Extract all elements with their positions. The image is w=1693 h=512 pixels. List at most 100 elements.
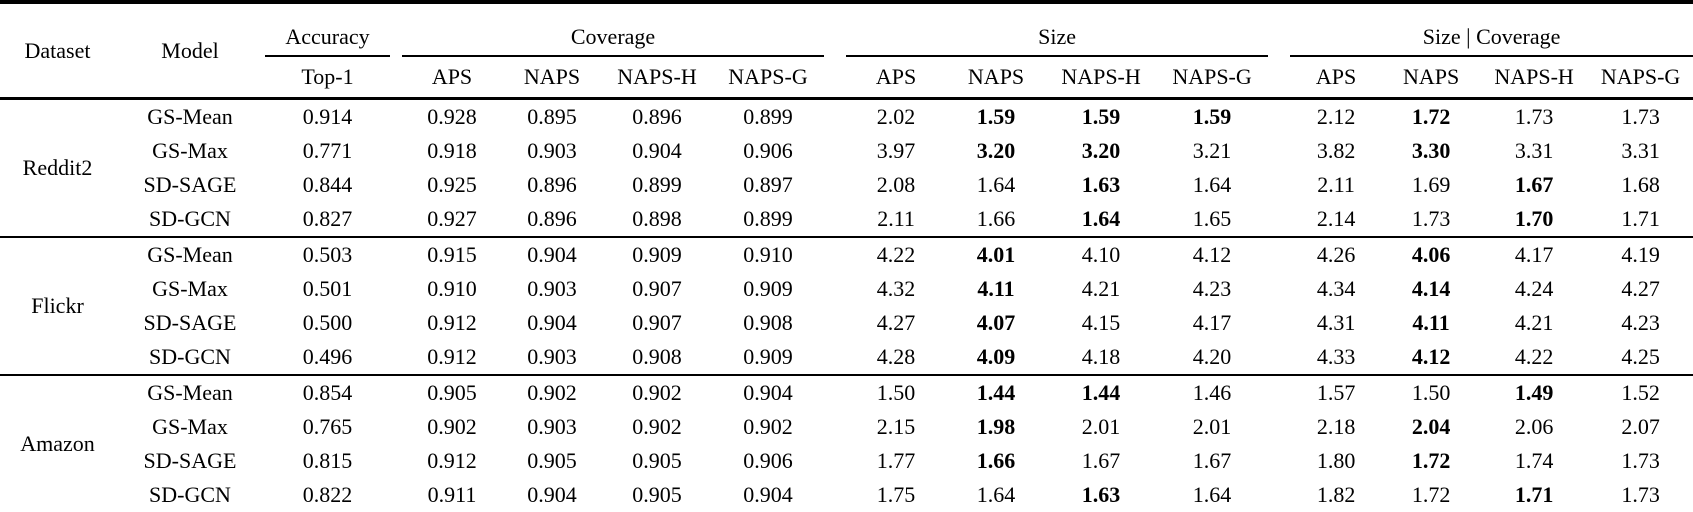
table-row: SD-GCN 0.827 0.927 0.896 0.898 0.899 2.11 1.66 1… (0, 202, 1693, 237)
value-cell: 0.904 (743, 482, 793, 507)
value-cell: 1.73 (1621, 104, 1660, 129)
value-cell: 0.904 (712, 374, 825, 410)
column-spacer (824, 410, 846, 444)
col-header-model: Model (115, 2, 265, 100)
value-cell: 2.07 (1621, 414, 1660, 439)
value-cell: 3.31 (1514, 138, 1554, 163)
model-cell: SD-GCN (149, 206, 231, 231)
value-cell: 0.918 (427, 138, 477, 163)
value-cell: 2.18 (1316, 414, 1356, 439)
table-row: Flickr GS-Mean 0.503 0.915 0.904 0.909 0.910 4.… (0, 236, 1693, 375)
value-cell: 2.04 (1411, 414, 1451, 439)
col-header-coverage-aps: APS (402, 56, 502, 100)
value-cell: 4.24 (1514, 276, 1554, 301)
table-row: Amazon GS-Mean 0.854 0.905 0.902 0.902 0.904 1.… (0, 374, 1693, 512)
header-gap (824, 2, 846, 56)
table-row: SD-GCN 0.822 0.911 0.904 0.905 0.904 1.75 1.64 1… (0, 478, 1693, 512)
column-spacer (1268, 272, 1290, 306)
column-spacer (390, 202, 402, 237)
col-header-sc-naps: NAPS (1382, 56, 1481, 100)
header-gap (390, 2, 402, 56)
model-cell: SD-SAGE (143, 310, 237, 335)
value-cell: 1.69 (1411, 172, 1451, 197)
column-spacer (1268, 444, 1290, 478)
value-cell: 1.59 (976, 104, 1016, 129)
dataset-cell: Reddit2 (22, 155, 93, 180)
model-cell: SD-SAGE (143, 448, 237, 473)
column-spacer (824, 340, 846, 375)
value-cell: 0.907 (632, 276, 682, 301)
value-cell: 1.44 (946, 374, 1047, 410)
value-cell: 4.22 (1514, 344, 1554, 369)
group-header-size: Size (846, 2, 1269, 57)
value-cell: 0.910 (712, 236, 825, 272)
value-cell: 0.896 (527, 172, 577, 197)
value-cell: 1.63 (1081, 482, 1121, 507)
column-spacer (390, 99, 402, 135)
value-cell: 1.82 (1316, 482, 1356, 507)
value-cell: 4.14 (1411, 276, 1451, 301)
value-cell: 0.896 (527, 206, 577, 231)
value-cell: 4.10 (1046, 236, 1157, 272)
value-cell: 1.71 (1514, 482, 1554, 507)
column-spacer (824, 236, 847, 272)
value-cell: 0.898 (632, 206, 682, 231)
value-cell: 4.12 (1156, 236, 1269, 272)
value-cell: 1.66 (976, 448, 1016, 473)
value-cell: 3.21 (1192, 138, 1232, 163)
value-cell: 1.73 (1411, 206, 1451, 231)
value-cell: 1.49 (1480, 374, 1589, 410)
value-cell: 1.70 (1514, 206, 1554, 231)
column-spacer (390, 134, 402, 168)
value-cell: 0.902 (743, 414, 793, 439)
model-cell: GS-Mean (115, 374, 265, 410)
value-cell: 0.925 (427, 172, 477, 197)
column-spacer (824, 306, 846, 340)
header-gap (824, 56, 847, 100)
column-spacer (1268, 410, 1290, 444)
col-header-sc-naps-g: NAPS-G (1588, 56, 1693, 100)
value-cell: 0.501 (302, 276, 353, 301)
value-cell: 4.01 (946, 236, 1047, 272)
value-cell: 0.904 (527, 310, 577, 335)
column-spacer (1268, 99, 1290, 135)
value-cell: 0.906 (743, 138, 793, 163)
value-cell: 4.23 (1192, 276, 1232, 301)
group-header-accuracy: Accuracy (265, 2, 390, 57)
model-cell: GS-Mean (147, 104, 233, 129)
value-cell: 0.903 (527, 276, 577, 301)
value-cell: 2.12 (1316, 104, 1356, 129)
value-cell: 2.11 (1317, 172, 1355, 197)
value-cell: 2.08 (876, 172, 916, 197)
value-cell: 0.500 (302, 310, 353, 335)
column-spacer (390, 374, 402, 410)
model-cell: GS-Max (152, 414, 228, 439)
value-cell: 4.21 (1514, 310, 1554, 335)
value-cell: 0.910 (427, 276, 477, 301)
value-cell: 0.905 (632, 448, 682, 473)
model-cell: SD-SAGE (143, 172, 237, 197)
header-gap (1268, 56, 1291, 100)
value-cell: 0.904 (527, 482, 577, 507)
value-cell: 4.12 (1411, 344, 1451, 369)
value-cell: 4.23 (1621, 310, 1660, 335)
value-cell: 0.503 (265, 236, 390, 272)
value-cell: 1.73 (1514, 104, 1554, 129)
value-cell: 1.63 (1081, 172, 1121, 197)
value-cell: 4.27 (876, 310, 916, 335)
value-cell: 0.902 (427, 414, 477, 439)
value-cell: 4.17 (1192, 310, 1232, 335)
table-row: SD-GCN 0.496 0.912 0.903 0.908 0.909 4.28 4.09 4… (0, 340, 1693, 375)
value-cell: 4.25 (1621, 344, 1660, 369)
value-cell: 1.57 (1290, 374, 1383, 410)
col-header-size-aps: APS (846, 56, 947, 100)
table-body: Reddit2 GS-Mean 0.914 0.928 0.895 0.896 0.899 2… (0, 99, 1693, 512)
value-cell: 0.844 (302, 172, 353, 197)
table-row: Reddit2 GS-Mean 0.914 0.928 0.895 0.896 0.899 2… (0, 99, 1693, 180)
model-cell: GS-Mean (115, 236, 265, 272)
column-spacer (824, 202, 846, 237)
col-header-sc-aps: APS (1290, 56, 1383, 100)
value-cell: 4.31 (1316, 310, 1356, 335)
value-cell: 1.64 (976, 482, 1016, 507)
